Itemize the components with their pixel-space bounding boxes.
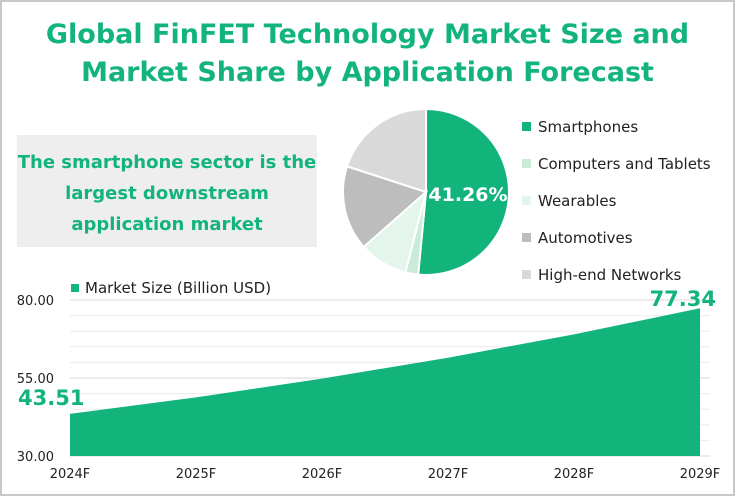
legend-item: Computers and Tablets (522, 145, 711, 182)
legend-item: High-end Networks (522, 256, 711, 293)
y-tick-label: 30.00 (17, 450, 54, 465)
legend-item: Automotives (522, 219, 711, 256)
legend-swatch (522, 270, 531, 279)
legend-label: Smartphones (538, 117, 639, 136)
x-tick-label: 2028F (554, 467, 595, 482)
legend-swatch (522, 233, 531, 242)
area-legend-swatch (71, 284, 79, 292)
title-line-1: Global FinFET Technology Market Size and (45, 19, 690, 50)
legend-swatch (522, 122, 531, 131)
y-tick-label: 55.00 (17, 372, 54, 387)
chart-title: Global FinFET Technology Market Size and… (2, 16, 733, 92)
legend-swatch (522, 196, 531, 205)
title-line-2: Market Share by Application Forecast (81, 57, 654, 88)
callout-line: application market (71, 214, 263, 235)
legend-label: Wearables (538, 191, 617, 210)
y-tick-label: 80.00 (17, 294, 54, 309)
callout-box: The smartphone sector is the largest dow… (17, 135, 317, 247)
x-tick-label: 2024F (50, 467, 91, 482)
area-legend-label: Market Size (Billion USD) (85, 279, 271, 297)
legend-label: High-end Networks (538, 265, 682, 284)
callout-line: The smartphone sector is the (17, 152, 317, 173)
pie-slice-automotives (342, 165, 428, 249)
legend-label: Computers and Tablets (538, 154, 711, 173)
pie-data-label: 41.26% (428, 184, 507, 206)
pie-legend: Smartphones Computers and Tablets Wearable… (522, 108, 711, 293)
legend-item: Smartphones (522, 108, 711, 145)
data-label-last: 77.34 (650, 287, 716, 311)
callout-line: largest downstream (65, 183, 269, 204)
legend-swatch (522, 159, 531, 168)
x-tick-label: 2029F (680, 467, 721, 482)
pie-slice-high-end-networks (345, 107, 427, 194)
pie-slice-smartphones (417, 107, 510, 276)
legend-label: Automotives (538, 228, 633, 247)
x-tick-label: 2027F (428, 467, 469, 482)
data-label-first: 43.51 (18, 386, 84, 410)
legend-item: Wearables (522, 182, 711, 219)
x-tick-label: 2025F (176, 467, 217, 482)
area-series (70, 308, 700, 456)
x-tick-label: 2026F (302, 467, 343, 482)
